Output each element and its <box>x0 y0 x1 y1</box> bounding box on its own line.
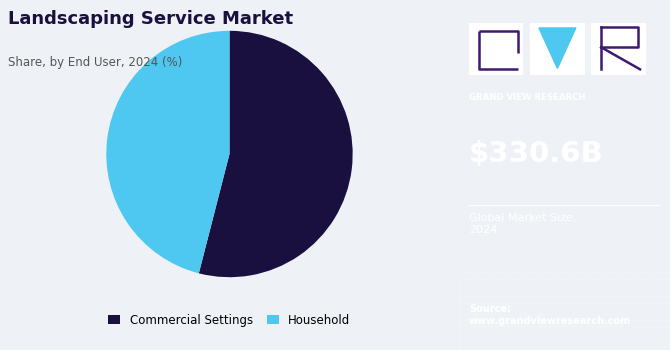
Wedge shape <box>199 31 352 277</box>
Text: $330.6B: $330.6B <box>469 140 604 168</box>
Bar <box>530 23 585 75</box>
Polygon shape <box>539 28 576 68</box>
Legend: Commercial Settings, Household: Commercial Settings, Household <box>109 314 350 327</box>
Text: Landscaping Service Market: Landscaping Service Market <box>8 10 293 28</box>
Text: Source:
www.grandviewresearch.com: Source: www.grandviewresearch.com <box>469 304 631 326</box>
Text: GRAND VIEW RESEARCH: GRAND VIEW RESEARCH <box>469 93 586 102</box>
Text: Global Market Size,
2024: Global Market Size, 2024 <box>469 214 576 235</box>
Bar <box>469 23 523 75</box>
Text: Share, by End User, 2024 (%): Share, by End User, 2024 (%) <box>8 56 182 69</box>
Bar <box>592 23 646 75</box>
Wedge shape <box>107 31 230 273</box>
